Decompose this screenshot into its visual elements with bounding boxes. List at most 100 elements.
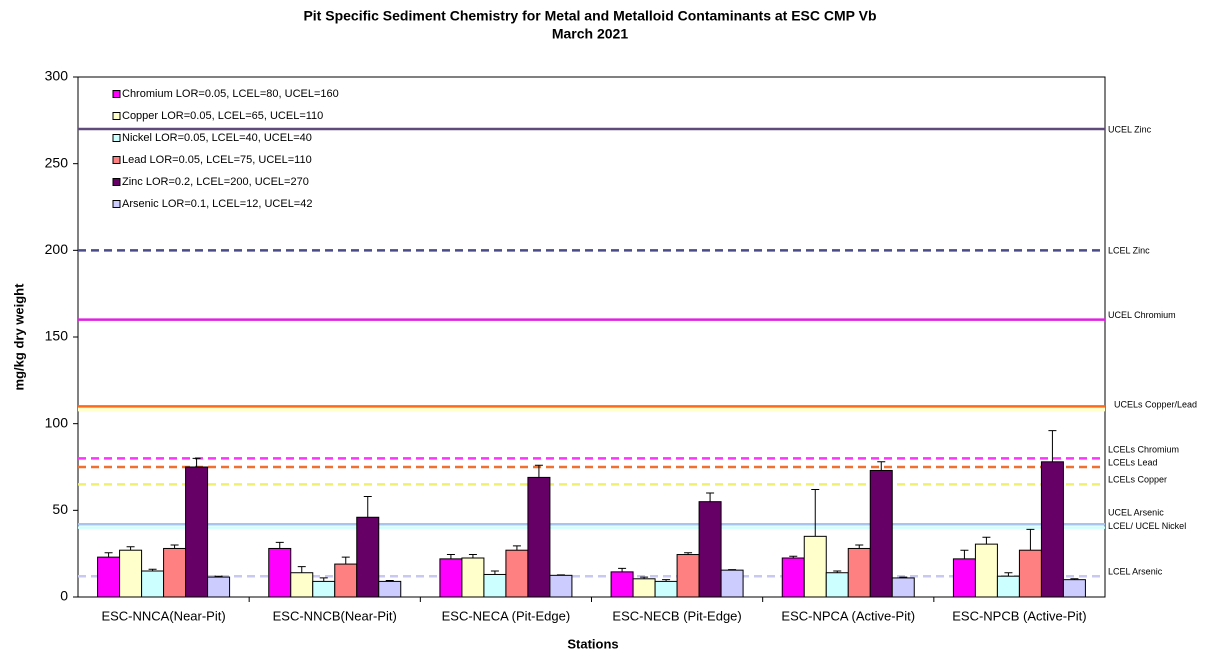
- y-tick-label: 250: [45, 154, 69, 170]
- error-bar: [490, 570, 499, 575]
- error-bar: [446, 554, 455, 559]
- bar: [698, 501, 722, 598]
- error-bar: [512, 545, 521, 551]
- bar: [334, 563, 358, 598]
- bar: [676, 554, 700, 598]
- reference-label: LCEL Zinc: [1108, 246, 1150, 256]
- legend-label: Copper LOR=0.05, LCEL=65, UCEL=110: [122, 110, 323, 122]
- error-bar: [170, 544, 179, 549]
- y-tick-label: 0: [60, 588, 68, 604]
- bar: [97, 556, 121, 598]
- error-bar: [126, 546, 135, 551]
- error-bar: [104, 552, 113, 558]
- error-bar: [1070, 578, 1079, 580]
- bar: [185, 466, 209, 598]
- error-bar: [684, 552, 693, 555]
- legend-swatch: [112, 156, 121, 164]
- legend-swatch: [112, 200, 121, 208]
- bar: [974, 543, 998, 598]
- bar: [654, 580, 678, 598]
- x-tick-label: ESC-NECA (Pit-Edge): [442, 608, 571, 623]
- reference-label: LCEL/ UCEL Nickel: [1108, 521, 1186, 531]
- error-bar: [899, 576, 908, 578]
- error-bar: [363, 495, 372, 518]
- bar: [141, 570, 165, 598]
- reference-label: LCELs Copper: [1108, 475, 1167, 485]
- error-bar: [728, 569, 737, 571]
- error-bar: [556, 574, 565, 576]
- error-bar: [297, 566, 306, 573]
- bar: [632, 578, 656, 598]
- legend-swatch: [112, 112, 121, 120]
- bar: [356, 516, 380, 598]
- legend-label: Lead LOR=0.05, LCEL=75, UCEL=110: [122, 154, 312, 166]
- legend-label: Arsenic LOR=0.1, LCEL=12, UCEL=42: [122, 198, 312, 210]
- bar: [610, 571, 634, 598]
- error-bar: [341, 556, 350, 565]
- bar: [996, 575, 1020, 598]
- error-bar: [855, 544, 864, 549]
- bar: [483, 573, 507, 598]
- reference-label: UCEL Zinc: [1108, 124, 1152, 134]
- bar: [720, 569, 744, 598]
- error-bar: [706, 492, 715, 502]
- chart-subtitle: March 2021: [552, 26, 628, 42]
- bar: [549, 574, 573, 598]
- x-tick-label: ESC-NECB (Pit-Edge): [612, 608, 741, 623]
- reference-label: UCEL Arsenic: [1108, 508, 1164, 518]
- error-bar: [534, 464, 543, 478]
- error-bar: [1004, 572, 1013, 577]
- bar: [163, 547, 187, 598]
- error-bar: [468, 554, 477, 558]
- y-tick-label: 100: [45, 414, 69, 430]
- reference-label: LCEL Arsenic: [1108, 567, 1163, 577]
- bar: [825, 572, 849, 598]
- error-bar: [1048, 430, 1057, 462]
- y-axis-label: mg/kg dry weight: [11, 283, 26, 391]
- x-tick-label: ESC-NNCB(Near-Pit): [273, 608, 397, 623]
- bar: [1018, 549, 1042, 598]
- error-bar: [1026, 528, 1035, 551]
- legend-swatch: [112, 134, 121, 142]
- error-bar: [640, 576, 649, 579]
- error-bar: [833, 570, 842, 573]
- bar: [461, 557, 485, 598]
- error-bar: [275, 541, 284, 549]
- y-tick-label: 200: [45, 241, 69, 257]
- bar: [119, 549, 143, 598]
- bar: [1040, 461, 1064, 598]
- bar: [952, 558, 976, 598]
- legend-label: Zinc LOR=0.2, LCEL=200, UCEL=270: [122, 176, 309, 188]
- legend-swatch: [112, 90, 121, 98]
- bar: [1062, 579, 1086, 598]
- y-tick-label: 50: [52, 501, 68, 517]
- x-tick-label: ESC-NPCB (Active-Pit): [952, 608, 1086, 623]
- bar: [207, 576, 231, 598]
- bar: [803, 535, 827, 598]
- x-tick-label: ESC-NNCA(Near-Pit): [101, 608, 225, 623]
- y-tick-label: 300: [45, 68, 69, 84]
- error-bar: [789, 555, 798, 558]
- bar: [869, 469, 893, 598]
- bar: [268, 547, 292, 598]
- bar: [891, 577, 915, 598]
- reference-label: UCELs Copper/Lead: [1114, 400, 1197, 410]
- chart-title: Pit Specific Sediment Chemistry for Meta…: [303, 8, 876, 24]
- reference-label: UCEL Chromium: [1108, 310, 1176, 320]
- error-bar: [877, 461, 886, 471]
- bar: [505, 549, 529, 598]
- error-bar: [385, 580, 394, 582]
- reference-label: LCELs Lead: [1108, 457, 1158, 467]
- error-bar: [319, 577, 328, 582]
- legend-label: Chromium LOR=0.05, LCEL=80, UCEL=160: [122, 88, 339, 100]
- error-bar: [982, 536, 991, 545]
- error-bar: [214, 575, 223, 578]
- bar: [312, 580, 336, 598]
- bar: [378, 580, 402, 598]
- x-axis-label: Stations: [567, 636, 618, 651]
- error-bar: [192, 457, 201, 467]
- reference-label: LCELs Chromium: [1108, 445, 1179, 455]
- bar: [527, 476, 551, 598]
- error-bar: [811, 489, 820, 537]
